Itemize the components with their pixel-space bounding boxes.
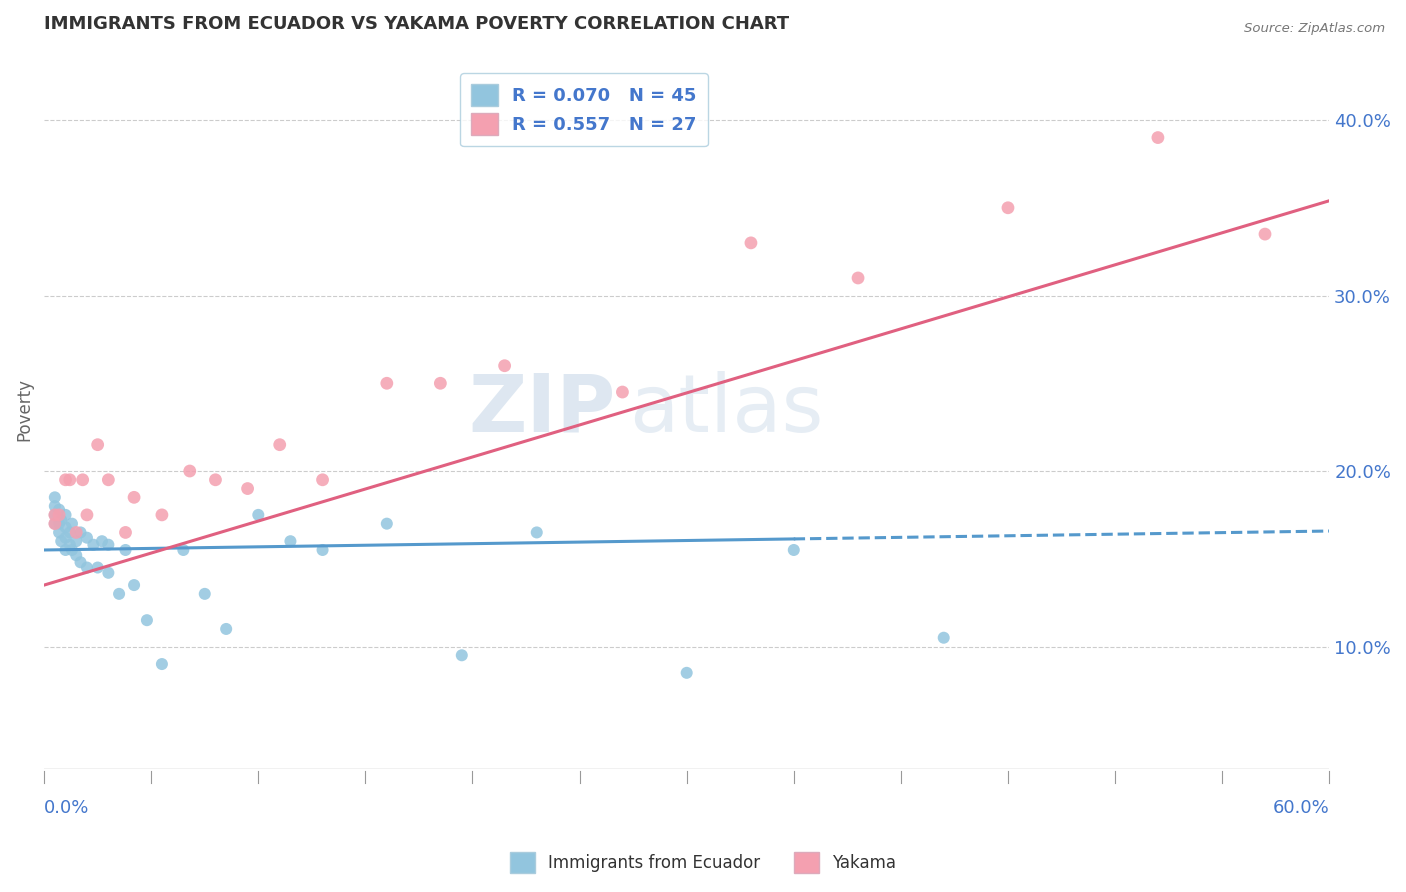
Point bbox=[194, 587, 217, 601]
Point bbox=[122, 491, 145, 505]
Point bbox=[55, 473, 77, 487]
Point bbox=[740, 235, 762, 250]
Point bbox=[932, 631, 955, 645]
Point bbox=[55, 520, 77, 534]
Point bbox=[44, 499, 66, 513]
Point bbox=[172, 543, 194, 558]
Point bbox=[44, 516, 66, 531]
Point bbox=[76, 560, 98, 574]
Point bbox=[69, 555, 91, 569]
Point bbox=[150, 657, 173, 671]
Point bbox=[51, 513, 73, 527]
Point bbox=[247, 508, 270, 522]
Point bbox=[65, 525, 87, 540]
Point bbox=[60, 516, 83, 531]
Point bbox=[86, 560, 108, 574]
Text: 60.0%: 60.0% bbox=[1272, 798, 1329, 816]
Point bbox=[97, 473, 120, 487]
Point bbox=[236, 482, 259, 496]
Point bbox=[1147, 130, 1170, 145]
Point bbox=[311, 473, 333, 487]
Point bbox=[48, 508, 70, 522]
Point bbox=[97, 538, 120, 552]
Point bbox=[135, 613, 157, 627]
Point bbox=[86, 438, 108, 452]
Point bbox=[76, 531, 98, 545]
Point bbox=[76, 508, 98, 522]
Point bbox=[114, 543, 136, 558]
Point bbox=[114, 525, 136, 540]
Point bbox=[675, 665, 697, 680]
Point bbox=[179, 464, 201, 478]
Text: IMMIGRANTS FROM ECUADOR VS YAKAMA POVERTY CORRELATION CHART: IMMIGRANTS FROM ECUADOR VS YAKAMA POVERT… bbox=[44, 15, 789, 33]
Point bbox=[51, 534, 73, 549]
Point bbox=[150, 508, 173, 522]
Text: atlas: atlas bbox=[628, 370, 824, 449]
Point bbox=[59, 525, 82, 540]
Point bbox=[375, 376, 398, 391]
Point bbox=[59, 538, 82, 552]
Point bbox=[122, 578, 145, 592]
Legend: Immigrants from Ecuador, Yakama: Immigrants from Ecuador, Yakama bbox=[503, 846, 903, 880]
Point bbox=[48, 516, 70, 531]
Point bbox=[91, 534, 114, 549]
Point bbox=[280, 534, 302, 549]
Point bbox=[48, 502, 70, 516]
Point bbox=[269, 438, 291, 452]
Point bbox=[429, 376, 451, 391]
Text: 0.0%: 0.0% bbox=[44, 798, 90, 816]
Point bbox=[526, 525, 548, 540]
Text: Source: ZipAtlas.com: Source: ZipAtlas.com bbox=[1244, 22, 1385, 36]
Point bbox=[204, 473, 226, 487]
Point bbox=[311, 543, 333, 558]
Point bbox=[59, 473, 82, 487]
Point bbox=[1254, 227, 1277, 241]
Point bbox=[55, 531, 77, 545]
Point bbox=[846, 271, 869, 285]
Point bbox=[65, 534, 87, 549]
Point bbox=[44, 508, 66, 522]
Point bbox=[215, 622, 238, 636]
Point bbox=[450, 648, 472, 663]
Point bbox=[48, 525, 70, 540]
Point bbox=[72, 473, 94, 487]
Point bbox=[82, 538, 104, 552]
Point bbox=[612, 385, 634, 400]
Point bbox=[69, 525, 91, 540]
Point bbox=[97, 566, 120, 580]
Point bbox=[65, 548, 87, 562]
Point bbox=[783, 543, 806, 558]
Point bbox=[494, 359, 516, 373]
Point bbox=[44, 508, 66, 522]
Point bbox=[60, 543, 83, 558]
Text: ZIP: ZIP bbox=[468, 370, 616, 449]
Point bbox=[108, 587, 131, 601]
Point bbox=[375, 516, 398, 531]
Point bbox=[997, 201, 1019, 215]
Legend: R = 0.070   N = 45, R = 0.557   N = 27: R = 0.070 N = 45, R = 0.557 N = 27 bbox=[460, 73, 707, 146]
Point bbox=[44, 491, 66, 505]
Point bbox=[55, 543, 77, 558]
Point bbox=[44, 516, 66, 531]
Y-axis label: Poverty: Poverty bbox=[15, 378, 32, 441]
Point bbox=[55, 508, 77, 522]
